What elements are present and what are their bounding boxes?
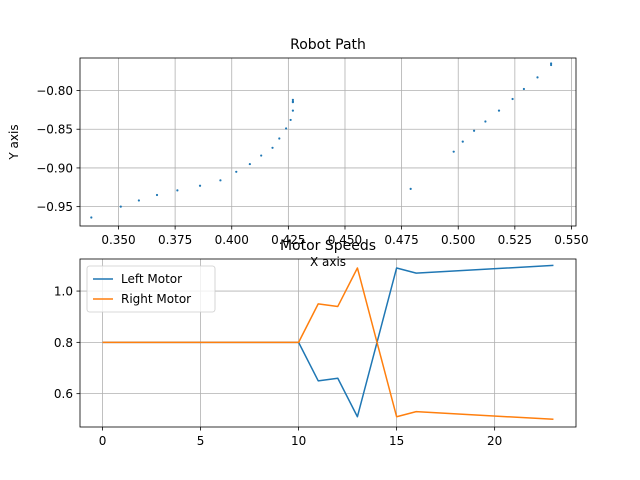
robot-path-point <box>285 127 288 130</box>
robot-path-point <box>271 146 274 149</box>
robot-path-x-label: X axis <box>310 255 346 269</box>
robot-path-point <box>549 62 553 65</box>
legend-box <box>86 265 216 313</box>
motor-speeds-chart: 0 5 10 15 20 0.6 0.8 1.0 Left Motor Right Motor… <box>54 238 577 448</box>
robot-path-point <box>176 189 179 192</box>
motor-speeds-y-ticks: 0.6 0.8 1.0 <box>54 285 80 401</box>
robot-path-x-tick-label: 0.425 <box>271 233 305 247</box>
robot-path-x-tick-label: 0.450 <box>328 233 362 247</box>
robot-path-x-tick-label: 0.475 <box>384 233 418 247</box>
robot-path-point <box>452 150 455 153</box>
motor-speeds-x-tick-label: 5 <box>197 434 205 448</box>
robot-path-point <box>289 118 292 122</box>
robot-path-point <box>484 120 487 123</box>
robot-path-y-tick-label: −0.90 <box>36 161 73 175</box>
robot-path-x-tick-label: 0.375 <box>158 233 192 247</box>
robot-path-point <box>461 140 464 143</box>
robot-path-y-label: Y axis <box>7 124 21 160</box>
robot-path-grid <box>80 58 576 226</box>
robot-path-point <box>291 98 294 101</box>
motor-speeds-y-tick-label: 0.6 <box>54 387 73 401</box>
robot-path-point <box>549 63 553 67</box>
motor-speeds-series-line-0 <box>102 264 554 418</box>
robot-path-y-tick-label: −0.95 <box>36 200 73 214</box>
robot-path-y-tick-label: −0.80 <box>36 84 73 98</box>
robot-path-point <box>291 109 294 112</box>
robot-path-x-tick-label: 0.525 <box>498 233 532 247</box>
robot-path-point <box>260 154 263 157</box>
robot-path-point <box>90 216 93 219</box>
legend-label-1: Right Motor <box>121 292 191 306</box>
robot-path-x-tick-label: 0.500 <box>441 233 475 247</box>
robot-path-point <box>409 187 412 190</box>
robot-path-point <box>511 97 514 101</box>
motor-speeds-x-tick-label: 15 <box>389 434 404 448</box>
robot-path-point <box>497 109 501 112</box>
robot-path-y-tick-label: −0.85 <box>36 123 73 137</box>
robot-path-points <box>90 62 553 219</box>
robot-path-chart: Robot Path 0.350 0.375 0.400 0.425 0.450 0.47… <box>7 37 589 269</box>
robot-path-x-tick-label: 0.350 <box>101 233 135 247</box>
motor-speeds-series-line-1 <box>102 267 554 421</box>
robot-path-y-ticks: −0.95 −0.90 −0.85 −0.80 <box>36 84 80 214</box>
motor-speeds-x-tick-label: 20 <box>487 434 502 448</box>
motor-speeds-x-tick-label: 0 <box>99 434 107 448</box>
motor-speeds-y-tick-label: 0.8 <box>54 336 73 350</box>
robot-path-x-tick-label: 0.550 <box>554 233 588 247</box>
motor-speeds-y-tick-label: 1.0 <box>54 285 73 299</box>
robot-path-point <box>219 179 222 182</box>
robot-path-point <box>278 137 281 140</box>
motor-speeds-title: Motor Speeds <box>280 238 376 254</box>
robot-path-point <box>137 199 140 202</box>
robot-path-point <box>472 129 476 132</box>
motor-speeds-x-ticks: 0 5 10 15 20 <box>99 427 502 448</box>
robot-path-x-tick-label: 0.400 <box>215 233 249 247</box>
robot-path-title: Robot Path <box>290 37 366 53</box>
motor-speeds-lines <box>102 264 554 421</box>
robot-path-point <box>522 87 526 91</box>
robot-path-plot-area <box>79 57 577 227</box>
robot-path-point <box>235 170 238 173</box>
robot-path-point <box>291 100 294 103</box>
legend-label-0: Left Motor <box>121 272 182 286</box>
motor-speeds-legend: Left Motor Right Motor <box>86 265 216 313</box>
robot-path-point <box>536 76 539 79</box>
motor-speeds-x-tick-label: 10 <box>291 434 306 448</box>
robot-path-point <box>119 205 122 208</box>
motor-speeds-plot-area <box>79 258 577 428</box>
robot-path-point <box>198 184 202 187</box>
robot-path-x-ticks: 0.350 0.375 0.400 0.425 0.450 0.475 0.500 0.525… <box>101 226 589 247</box>
robot-path-point <box>155 193 159 197</box>
robot-path-point <box>248 162 251 166</box>
